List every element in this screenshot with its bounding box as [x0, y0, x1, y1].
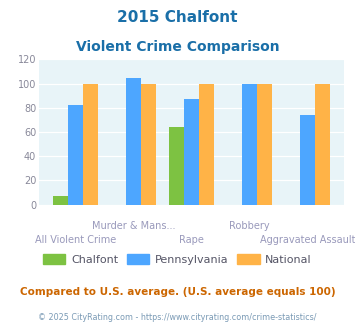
- Text: Violent Crime Comparison: Violent Crime Comparison: [76, 40, 279, 53]
- Bar: [169, 127, 184, 205]
- Text: Rape: Rape: [179, 235, 204, 245]
- Text: 2015 Chalfont: 2015 Chalfont: [117, 10, 238, 25]
- Bar: [242, 83, 257, 205]
- Bar: [184, 99, 199, 205]
- Bar: [126, 78, 141, 205]
- Text: Compared to U.S. average. (U.S. average equals 100): Compared to U.S. average. (U.S. average …: [20, 287, 335, 297]
- Text: © 2025 CityRating.com - https://www.cityrating.com/crime-statistics/: © 2025 CityRating.com - https://www.city…: [38, 314, 317, 322]
- Text: Murder & Mans...: Murder & Mans...: [92, 221, 175, 231]
- Text: Robbery: Robbery: [229, 221, 270, 231]
- Legend: Chalfont, Pennsylvania, National: Chalfont, Pennsylvania, National: [39, 250, 316, 269]
- Bar: [53, 196, 68, 205]
- Bar: [68, 105, 83, 205]
- Text: Aggravated Assault: Aggravated Assault: [260, 235, 355, 245]
- Bar: [315, 83, 331, 205]
- Bar: [141, 83, 156, 205]
- Bar: [300, 115, 315, 205]
- Bar: [257, 83, 272, 205]
- Text: All Violent Crime: All Violent Crime: [35, 235, 116, 245]
- Bar: [83, 83, 98, 205]
- Bar: [199, 83, 214, 205]
